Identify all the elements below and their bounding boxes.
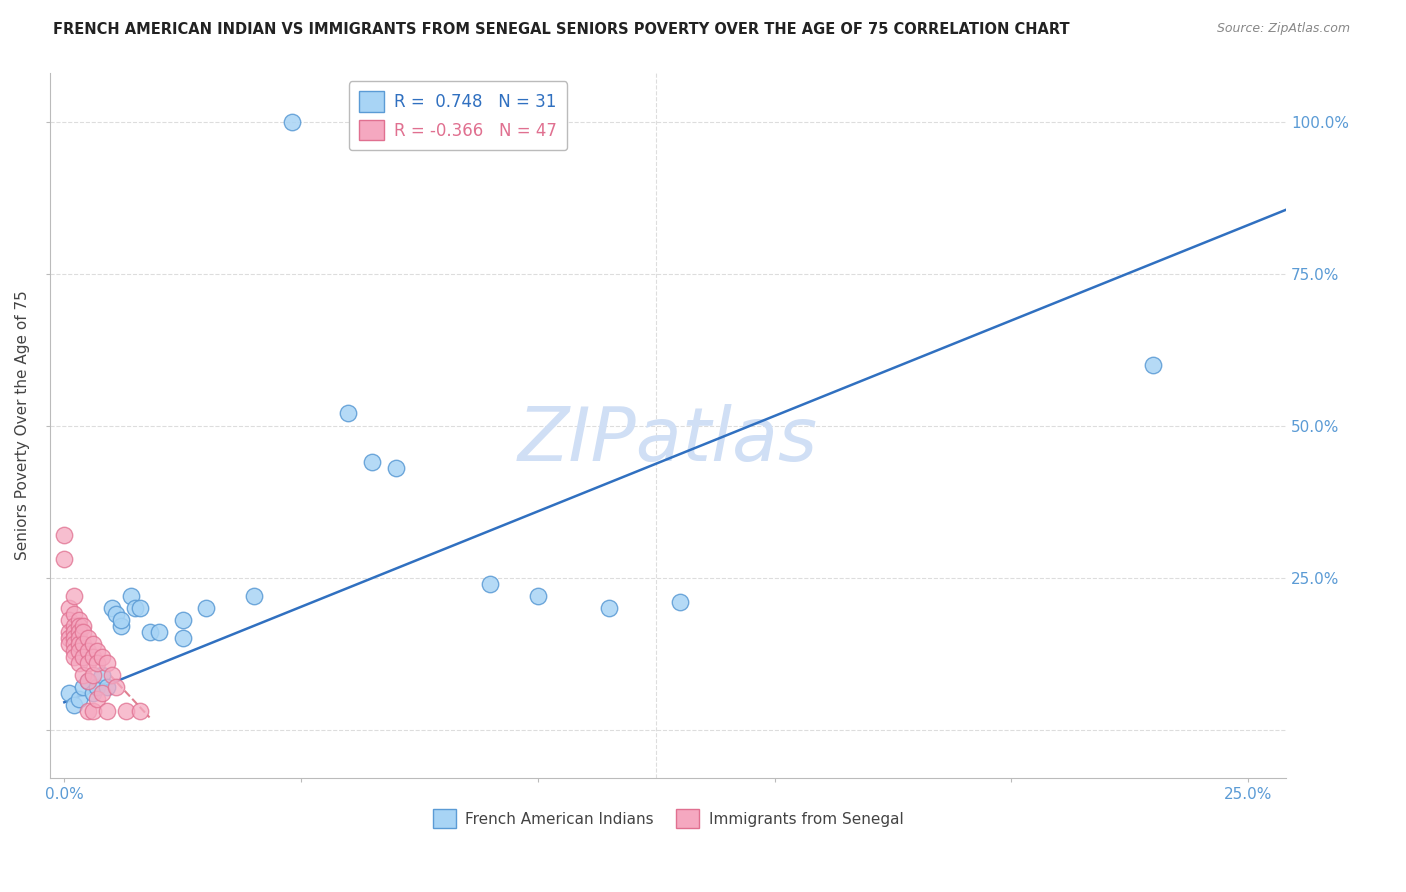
Point	[479, 576, 502, 591]
Text: ZIPatlas: ZIPatlas	[517, 404, 818, 475]
Point	[62, 649, 84, 664]
Point	[67, 613, 90, 627]
Point	[58, 686, 80, 700]
Point	[62, 625, 84, 640]
Y-axis label: Seniors Poverty Over the Age of 75: Seniors Poverty Over the Age of 75	[15, 291, 30, 560]
Point	[58, 613, 80, 627]
Text: FRENCH AMERICAN INDIAN VS IMMIGRANTS FROM SENEGAL SENIORS POVERTY OVER THE AGE O: FRENCH AMERICAN INDIAN VS IMMIGRANTS FRO…	[53, 22, 1070, 37]
Point	[77, 656, 100, 670]
Point	[67, 625, 90, 640]
Legend: French American Indians, Immigrants from Senegal: French American Indians, Immigrants from…	[426, 803, 910, 834]
Point	[67, 643, 90, 657]
Point	[62, 638, 84, 652]
Point	[62, 589, 84, 603]
Point	[148, 625, 170, 640]
Point	[91, 649, 114, 664]
Point	[124, 601, 146, 615]
Point	[67, 692, 90, 706]
Point	[62, 607, 84, 621]
Point	[53, 552, 76, 566]
Point	[82, 686, 104, 700]
Point	[72, 649, 94, 664]
Point	[82, 638, 104, 652]
Point	[138, 625, 160, 640]
Point	[72, 680, 94, 694]
Point	[86, 692, 108, 706]
Point	[77, 673, 100, 688]
Point	[72, 619, 94, 633]
Point	[53, 528, 76, 542]
Point	[77, 632, 100, 646]
Point	[62, 698, 84, 713]
Point	[105, 607, 128, 621]
Point	[82, 668, 104, 682]
Point	[669, 595, 692, 609]
Point	[96, 656, 118, 670]
Point	[86, 656, 108, 670]
Point	[96, 680, 118, 694]
Point	[72, 668, 94, 682]
Point	[385, 461, 408, 475]
Point	[67, 619, 90, 633]
Point	[100, 601, 122, 615]
Point	[195, 601, 218, 615]
Point	[72, 638, 94, 652]
Point	[120, 589, 142, 603]
Point	[77, 643, 100, 657]
Point	[58, 638, 80, 652]
Point	[58, 632, 80, 646]
Point	[242, 589, 264, 603]
Point	[337, 407, 360, 421]
Point	[110, 619, 132, 633]
Point	[129, 704, 152, 718]
Point	[67, 632, 90, 646]
Point	[77, 673, 100, 688]
Point	[105, 680, 128, 694]
Point	[82, 649, 104, 664]
Point	[62, 619, 84, 633]
Point	[82, 704, 104, 718]
Point	[62, 632, 84, 646]
Text: Source: ZipAtlas.com: Source: ZipAtlas.com	[1216, 22, 1350, 36]
Point	[86, 680, 108, 694]
Point	[86, 643, 108, 657]
Point	[77, 704, 100, 718]
Point	[115, 704, 138, 718]
Point	[280, 114, 302, 128]
Point	[598, 601, 620, 615]
Point	[361, 455, 384, 469]
Point	[172, 632, 194, 646]
Point	[62, 643, 84, 657]
Point	[58, 601, 80, 615]
Point	[67, 638, 90, 652]
Point	[58, 625, 80, 640]
Point	[91, 686, 114, 700]
Point	[72, 625, 94, 640]
Point	[172, 613, 194, 627]
Point	[91, 668, 114, 682]
Point	[100, 668, 122, 682]
Point	[527, 589, 550, 603]
Point	[1142, 358, 1164, 372]
Point	[67, 656, 90, 670]
Point	[96, 704, 118, 718]
Point	[110, 613, 132, 627]
Point	[129, 601, 152, 615]
